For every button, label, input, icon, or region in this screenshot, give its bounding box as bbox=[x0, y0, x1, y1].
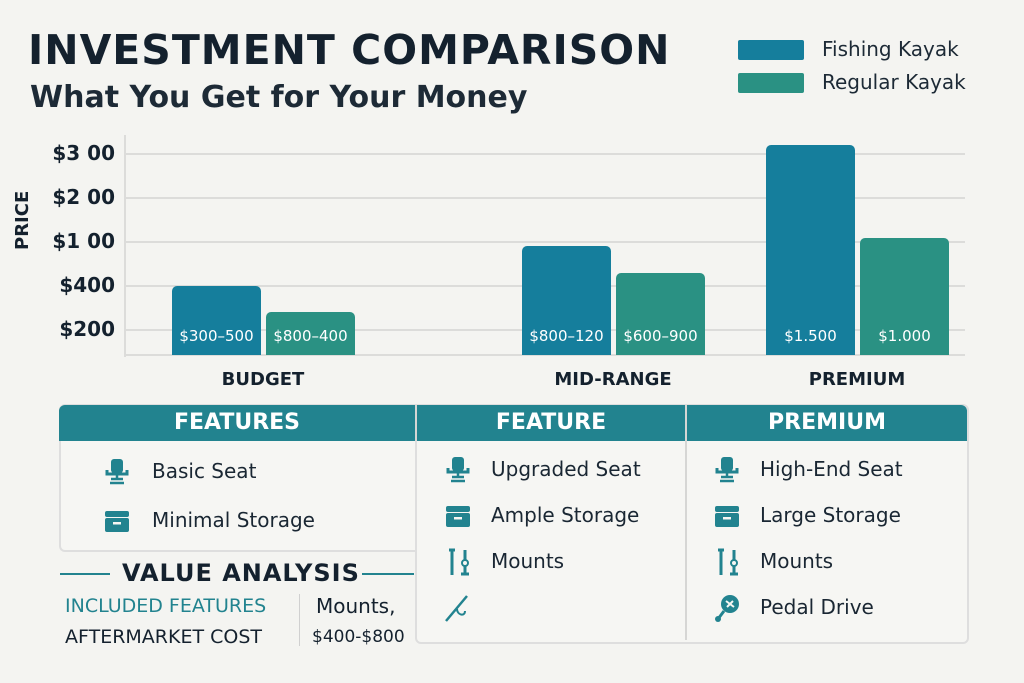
x-category-label: PREMIUM bbox=[808, 369, 906, 390]
feature-label: Basic Seat bbox=[152, 459, 257, 483]
bar-fishing-premium bbox=[766, 145, 855, 355]
x-category-label: BUDGET bbox=[221, 369, 305, 390]
bar-value-label: $1.500 bbox=[784, 327, 837, 345]
grid-line bbox=[125, 196, 965, 199]
column-header-premium: PREMIUM bbox=[687, 405, 967, 441]
storage-icon bbox=[102, 506, 132, 540]
feature-label: Large Storage bbox=[760, 503, 901, 527]
bar-fishing-mid-range bbox=[522, 246, 611, 355]
bar-value-label: $600–900 bbox=[623, 327, 698, 345]
feature-label: High-End Seat bbox=[760, 457, 903, 481]
column-divider bbox=[685, 405, 687, 640]
divider-line bbox=[60, 573, 110, 575]
legend-label-fishing: Fishing Kayak bbox=[822, 37, 959, 61]
bar-value-label: $800–120 bbox=[529, 327, 604, 345]
y-tick-label: $3 00 bbox=[52, 140, 115, 165]
storage-icon bbox=[443, 501, 473, 535]
value-line-2: $400-$800 bbox=[312, 627, 405, 647]
mounts-icon bbox=[712, 547, 742, 581]
included-features-label: INCLUDED FEATURES bbox=[65, 595, 267, 617]
features-panel-upper bbox=[415, 404, 969, 644]
divider-line bbox=[362, 573, 414, 575]
x-axis-line bbox=[125, 354, 965, 356]
column-header-mid: FEATURE bbox=[417, 405, 685, 441]
grid-line bbox=[125, 240, 965, 243]
value-analysis-title: VALUE ANALYSIS bbox=[122, 559, 360, 587]
mounts-icon bbox=[443, 547, 473, 581]
bar-value-label: $300–500 bbox=[179, 327, 254, 345]
bar-regular-budget bbox=[266, 312, 355, 355]
chart-title: INVESTMENT COMPARISON bbox=[28, 26, 671, 74]
storage-icon bbox=[712, 501, 742, 535]
bar-regular-premium bbox=[860, 237, 949, 355]
value-line-1: Mounts, bbox=[316, 594, 396, 618]
bar-regular-mid-range bbox=[616, 272, 705, 355]
feature-label: Minimal Storage bbox=[152, 508, 315, 532]
legend-label-regular: Regular Kayak bbox=[822, 70, 966, 94]
aftermarket-cost-label: AFTERMARKET COST bbox=[65, 626, 262, 648]
column-divider bbox=[415, 405, 417, 441]
bar-fishing-budget bbox=[172, 285, 261, 355]
legend-swatch-regular bbox=[738, 73, 804, 93]
seat-icon bbox=[712, 455, 742, 489]
fishing-rod-icon bbox=[443, 593, 473, 627]
pedal-drive-icon bbox=[712, 593, 742, 627]
legend-swatch-fishing bbox=[738, 40, 804, 60]
y-tick-label: $400 bbox=[59, 272, 115, 297]
y-tick-label: $200 bbox=[59, 316, 115, 341]
feature-label: Pedal Drive bbox=[760, 595, 874, 619]
feature-label: Ample Storage bbox=[491, 503, 640, 527]
y-tick-label: $1 00 bbox=[52, 228, 115, 253]
feature-label: Mounts bbox=[491, 549, 565, 573]
chart-subtitle: What You Get for Your Money bbox=[30, 80, 528, 115]
seat-icon bbox=[443, 455, 473, 489]
feature-label: Mounts bbox=[760, 549, 834, 573]
bar-value-label: $800–400 bbox=[273, 327, 348, 345]
y-tick-label: $2 00 bbox=[52, 184, 115, 209]
column-header-budget: FEATURES bbox=[59, 405, 415, 441]
x-category-label: MID-RANGE bbox=[554, 369, 672, 390]
seat-icon bbox=[102, 457, 132, 491]
divider-line bbox=[299, 594, 300, 646]
y-axis-line bbox=[124, 135, 126, 357]
feature-label: Upgraded Seat bbox=[491, 457, 641, 481]
bar-value-label: $1.000 bbox=[878, 327, 931, 345]
grid-line bbox=[125, 152, 965, 155]
